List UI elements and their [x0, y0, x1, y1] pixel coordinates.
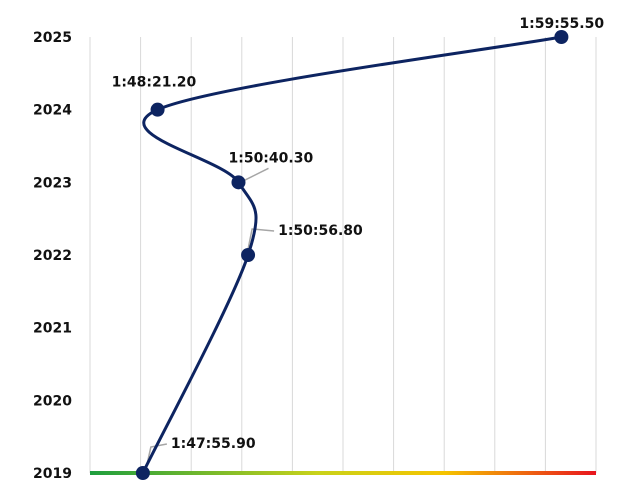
data-label: 1:47:55.90	[171, 436, 256, 452]
series-line-group	[141, 35, 562, 474]
series-line	[141, 35, 562, 474]
label-leader-line	[244, 167, 269, 182]
x-axis	[90, 471, 596, 475]
data-point	[231, 175, 246, 190]
y-tick-label: 2020	[33, 393, 72, 409]
y-tick-label: 2019	[33, 466, 72, 482]
y-tick-labels: 2019 2020 2021 2022 2023 2024 2025	[33, 30, 72, 482]
y-tick-label: 2023	[33, 175, 72, 191]
data-points	[135, 30, 569, 480]
data-label: 1:48:21.20	[112, 75, 197, 91]
data-label: 1:50:56.80	[278, 223, 363, 239]
y-tick-label: 2022	[33, 248, 72, 264]
y-tick-label: 2021	[33, 321, 72, 337]
data-label: 1:50:40.30	[228, 150, 313, 166]
y-tick-label: 2025	[33, 30, 72, 46]
y-tick-label: 2024	[33, 103, 72, 119]
data-labels: 1:47:55.90 1:50:56.80 1:50:40.30 1:48:21.20…	[112, 16, 605, 452]
data-point	[150, 102, 165, 117]
grid-lines	[89, 37, 597, 473]
label-leader-line	[247, 228, 275, 250]
data-label: 1:59:55.50	[519, 16, 604, 32]
data-point	[135, 466, 150, 480]
data-point	[241, 248, 256, 262]
x-axis-gradient-bar	[90, 471, 596, 475]
data-point	[554, 30, 569, 44]
